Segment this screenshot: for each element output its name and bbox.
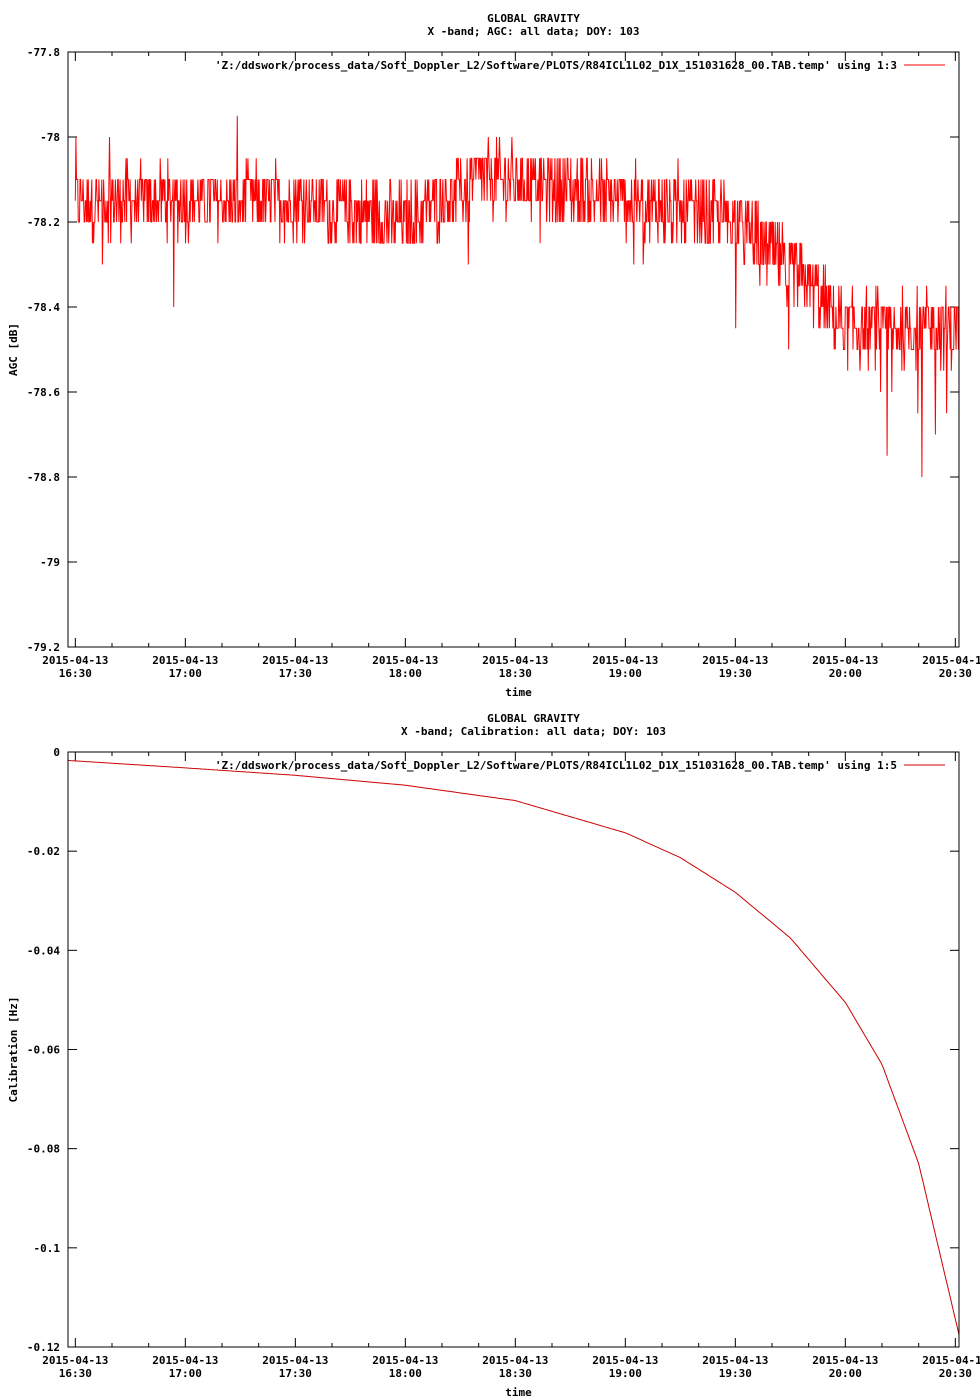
x-tick-label: 20:00	[829, 667, 862, 680]
x-tick-label: 18:30	[499, 667, 532, 680]
y-tick-label: -0.06	[27, 1044, 60, 1057]
x-tick-label: 17:30	[279, 667, 312, 680]
x-axis-label: time	[505, 1386, 532, 1399]
chart-title: GLOBAL GRAVITY	[487, 12, 580, 25]
y-tick-label: -0.04	[27, 944, 60, 957]
legend-label: 'Z:/ddswork/process_data/Soft_Doppler_L2…	[215, 59, 897, 72]
y-axis-label: AGC [dB]	[7, 323, 20, 376]
y-tick-label: -0.02	[27, 845, 60, 858]
x-tick-label: 17:30	[279, 1367, 312, 1380]
x-tick-label: 18:30	[499, 1367, 532, 1380]
y-tick-label: -78.8	[27, 471, 60, 484]
x-tick-label: 19:00	[609, 1367, 642, 1380]
x-axis-label: time	[505, 686, 532, 699]
x-tick-label: 20:30	[939, 667, 972, 680]
x-tick-date: 2015-04-13	[262, 654, 328, 667]
y-tick-label: -78	[40, 131, 60, 144]
x-tick-label: 16:30	[59, 1367, 92, 1380]
x-tick-date: 2015-04-13	[262, 1354, 328, 1367]
x-tick-label: 19:30	[719, 667, 752, 680]
plot-frame	[67, 751, 960, 1348]
x-tick-date: 2015-04-13	[42, 654, 108, 667]
plot-frame	[67, 51, 960, 648]
y-tick-label: 0	[53, 746, 60, 759]
x-tick-label: 19:00	[609, 667, 642, 680]
x-tick-label: 16:30	[59, 667, 92, 680]
x-tick-date: 2015-04-13	[372, 1354, 438, 1367]
y-tick-label: -77.8	[27, 46, 60, 59]
x-tick-date: 2015-04-13	[372, 654, 438, 667]
y-axis-label: Calibration [Hz]	[7, 997, 20, 1103]
x-tick-date: 2015-04-13	[592, 1354, 658, 1367]
x-tick-date: 2015-04-13	[812, 654, 878, 667]
y-tick-label: -0.1	[34, 1242, 61, 1255]
y-tick-label: -0.08	[27, 1143, 60, 1156]
chart-subtitle: X -band; AGC: all data; DOY: 103	[428, 25, 640, 38]
x-tick-label: 20:30	[939, 1367, 972, 1380]
x-tick-date: 2015-04-13	[592, 654, 658, 667]
y-tick-label: -0.12	[27, 1341, 60, 1354]
x-tick-date: 2015-04-13	[922, 654, 980, 667]
x-tick-label: 18:00	[389, 667, 422, 680]
x-tick-label: 17:00	[169, 1367, 202, 1380]
x-tick-date: 2015-04-13	[152, 654, 218, 667]
series-line	[67, 759, 960, 1335]
x-tick-date: 2015-04-13	[42, 1354, 108, 1367]
legend-label: 'Z:/ddswork/process_data/Soft_Doppler_L2…	[215, 759, 897, 772]
x-tick-date: 2015-04-13	[702, 1354, 768, 1367]
x-tick-date: 2015-04-13	[482, 1354, 548, 1367]
x-tick-date: 2015-04-13	[702, 654, 768, 667]
x-tick-date: 2015-04-13	[152, 1354, 218, 1367]
y-tick-label: -79.2	[27, 641, 60, 654]
y-tick-label: -78.6	[27, 386, 60, 399]
y-tick-label: -78.4	[27, 301, 60, 314]
series-line	[74, 115, 960, 478]
y-tick-label: -78.2	[27, 216, 60, 229]
chart-title: GLOBAL GRAVITY	[487, 712, 580, 725]
x-tick-label: 19:30	[719, 1367, 752, 1380]
x-tick-label: 17:00	[169, 667, 202, 680]
x-tick-label: 20:00	[829, 1367, 862, 1380]
x-tick-date: 2015-04-13	[482, 654, 548, 667]
y-tick-label: -79	[40, 556, 60, 569]
x-tick-date: 2015-04-13	[922, 1354, 980, 1367]
chart-subtitle: X -band; Calibration: all data; DOY: 103	[401, 725, 666, 738]
x-tick-label: 18:00	[389, 1367, 422, 1380]
x-tick-date: 2015-04-13	[812, 1354, 878, 1367]
